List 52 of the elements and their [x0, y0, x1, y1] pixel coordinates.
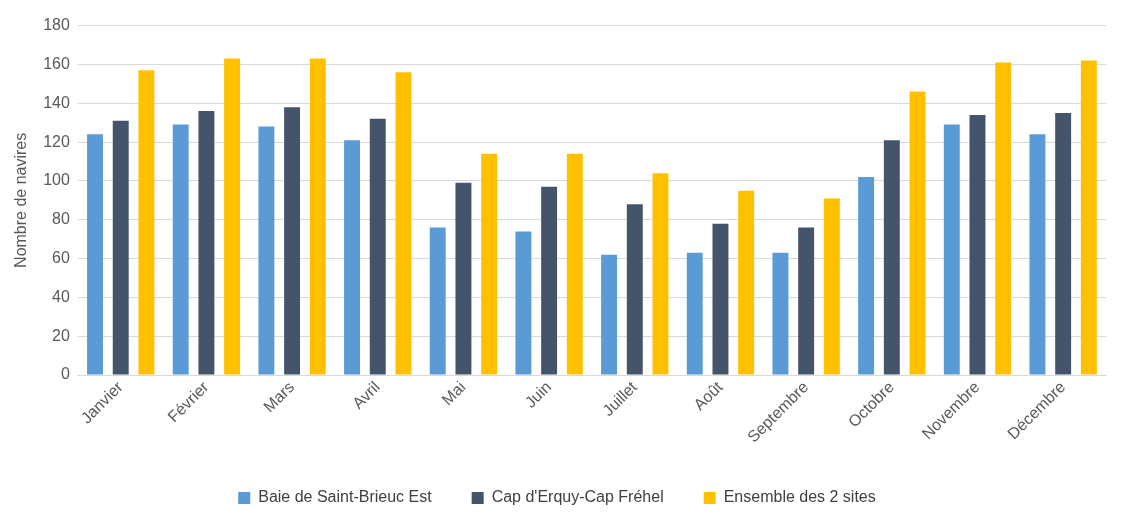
- bar: [455, 182, 472, 375]
- y-tick-label: 0: [60, 365, 70, 383]
- y-tick-label: 40: [52, 287, 70, 305]
- bar: [909, 91, 926, 375]
- bar: [198, 111, 215, 375]
- y-tick-label: 120: [43, 132, 70, 150]
- bar: [712, 223, 729, 375]
- bar: [344, 140, 361, 375]
- bar: [138, 70, 155, 375]
- bar: [481, 153, 498, 375]
- bar: [858, 177, 875, 375]
- bar: [798, 227, 815, 375]
- bar: [172, 124, 189, 375]
- bar: [883, 140, 900, 375]
- y-tick-label: 80: [52, 210, 70, 228]
- bar: [772, 252, 789, 375]
- bar: [823, 198, 840, 375]
- y-tick-label: 20: [52, 326, 70, 344]
- bar: [224, 58, 241, 375]
- bar: [541, 186, 558, 375]
- legend-label: Ensemble des 2 sites: [723, 488, 876, 506]
- y-tick-label: 180: [43, 16, 70, 34]
- bar: [686, 252, 703, 375]
- legend-label: Cap d'Erquy-Cap Fréhel: [491, 488, 664, 506]
- x-tick-label: Mai: [438, 378, 469, 409]
- bar: [112, 120, 129, 375]
- bar: [87, 134, 103, 375]
- x-tick-label: Juin: [521, 378, 555, 411]
- bar: [515, 231, 532, 375]
- bar: [969, 114, 986, 375]
- bar: [284, 107, 301, 375]
- legend-label: Baie de Saint-Brieuc Est: [258, 488, 433, 506]
- bar: [601, 254, 618, 375]
- bar: [258, 126, 275, 375]
- bar: [995, 62, 1012, 375]
- bar: [738, 190, 755, 375]
- y-tick-label: 100: [43, 171, 70, 189]
- bar: [395, 72, 412, 375]
- y-tick-label: 60: [52, 248, 70, 266]
- bar: [1029, 134, 1046, 375]
- bar: [566, 153, 583, 375]
- y-tick-label: 140: [43, 93, 70, 111]
- bar: [309, 58, 326, 375]
- bar: [1055, 112, 1072, 375]
- bar: [652, 173, 669, 375]
- bar: [429, 227, 446, 375]
- y-tick-label: 160: [43, 54, 70, 72]
- bar: [943, 124, 960, 375]
- bar: [369, 118, 386, 375]
- y-axis-title: Nombre de navires: [12, 132, 30, 268]
- bar: [626, 204, 643, 375]
- bar: [1080, 60, 1097, 375]
